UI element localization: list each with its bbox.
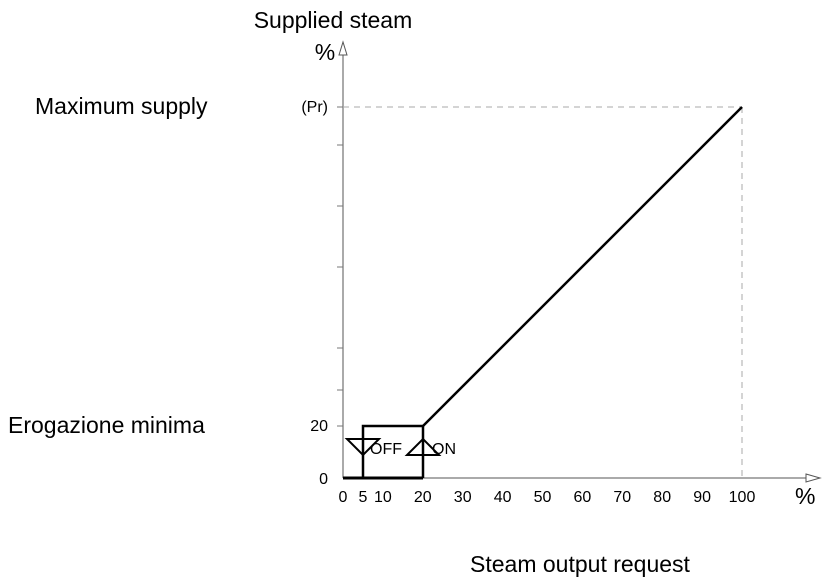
x-tick-label: 60 xyxy=(574,489,592,506)
x-tick-label: 5 xyxy=(358,489,367,506)
x-tick-label: 0 xyxy=(339,489,348,506)
hysteresis xyxy=(361,424,425,478)
x-axis-label: Steam output request xyxy=(470,551,691,577)
x-tick-label: 70 xyxy=(613,489,631,506)
title: Supplied steam xyxy=(254,7,413,33)
y-tick-label: 0 xyxy=(319,471,328,488)
x-arrow xyxy=(805,473,822,483)
x-tick-label: 80 xyxy=(653,489,671,506)
off-label: OFF xyxy=(370,441,402,458)
x-tick-label: 50 xyxy=(534,489,552,506)
ramp xyxy=(422,106,743,427)
x-tick-label: 40 xyxy=(494,489,512,506)
y-arrow xyxy=(338,40,348,56)
x-unit: % xyxy=(795,483,815,509)
x-tick-label: 20 xyxy=(414,489,432,506)
x-tick-label: 10 xyxy=(374,489,392,506)
x-tick-label: 90 xyxy=(693,489,711,506)
y-minor-ticks xyxy=(337,106,343,427)
x-tick-label: 30 xyxy=(454,489,472,506)
y-unit: % xyxy=(315,39,335,65)
y-tick-label: (Pr) xyxy=(301,99,328,116)
on-label: ON xyxy=(432,441,456,458)
max-label: Maximum supply xyxy=(35,93,208,119)
min-label: Erogazione minima xyxy=(8,412,205,438)
y-tick-label: 20 xyxy=(310,418,328,435)
x-tick-label: 100 xyxy=(729,489,756,506)
on-triangle xyxy=(404,437,442,456)
off-triangle xyxy=(344,438,382,457)
